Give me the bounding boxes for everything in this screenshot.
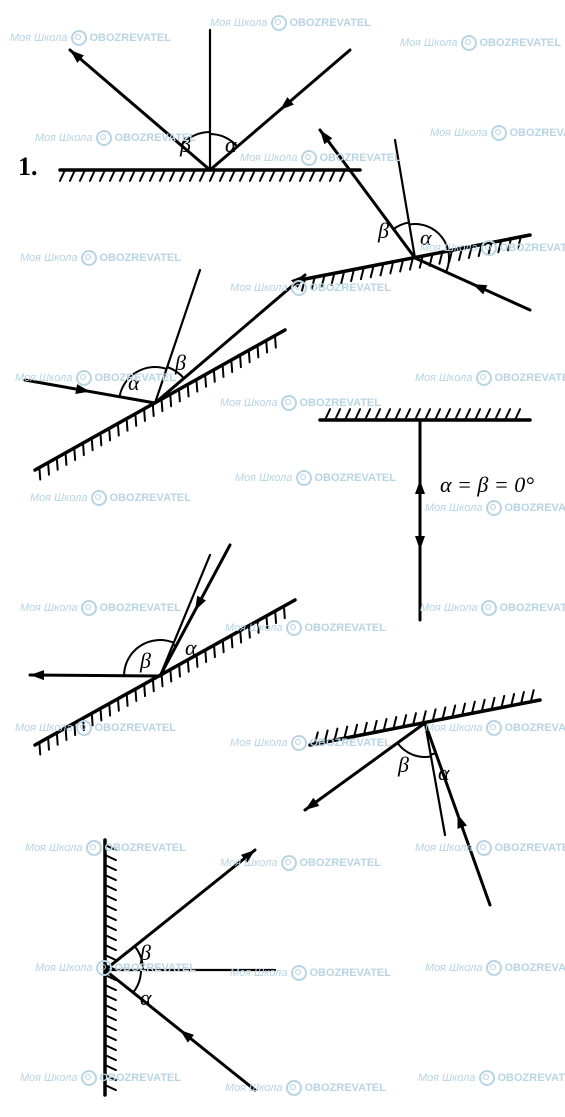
- text-label: α = β = 0°: [440, 472, 534, 498]
- text-label: β: [175, 350, 186, 376]
- diagram-canvas: [0, 0, 565, 1117]
- text-label: α: [185, 635, 197, 661]
- text-label: α: [420, 225, 432, 251]
- text-label: β: [140, 648, 151, 674]
- text-label: β: [378, 218, 389, 244]
- text-label: α: [140, 985, 152, 1011]
- text-label: α: [225, 132, 237, 158]
- text-label: 1.: [18, 152, 38, 182]
- text-label: α: [128, 370, 140, 396]
- text-label: β: [398, 752, 409, 778]
- text-label: α: [438, 760, 450, 786]
- text-label: β: [140, 940, 151, 966]
- text-label: β: [180, 132, 191, 158]
